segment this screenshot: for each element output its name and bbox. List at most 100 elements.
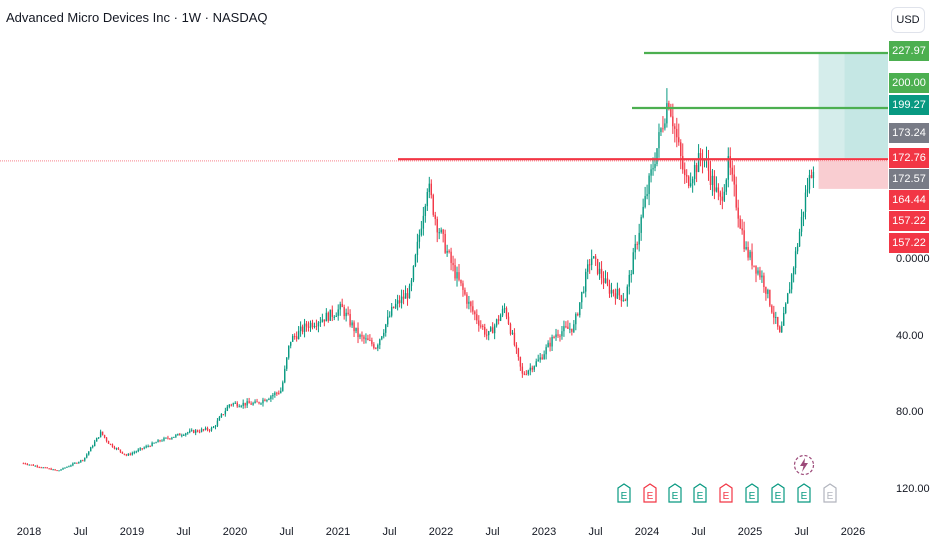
candle bbox=[383, 329, 385, 339]
candle bbox=[575, 312, 577, 331]
candle bbox=[541, 354, 543, 360]
earnings-icon[interactable]: E bbox=[643, 483, 657, 503]
svg-text:E: E bbox=[827, 491, 834, 502]
y-tick-label: 0.0000 bbox=[896, 252, 930, 265]
candle bbox=[731, 160, 733, 182]
candle bbox=[248, 397, 250, 404]
price-tag: 157.22 bbox=[889, 211, 929, 231]
candle bbox=[109, 443, 112, 446]
candle bbox=[266, 399, 268, 403]
x-tick-label: 2019 bbox=[119, 526, 145, 538]
earnings-icon[interactable]: E bbox=[719, 483, 733, 503]
candle bbox=[743, 221, 745, 253]
candle bbox=[614, 288, 617, 305]
candle bbox=[355, 327, 357, 334]
candle bbox=[656, 148, 658, 167]
candle bbox=[400, 289, 403, 309]
price-tag: 227.97 bbox=[889, 41, 929, 61]
candle bbox=[691, 176, 694, 193]
svg-text:E: E bbox=[723, 491, 730, 502]
candle bbox=[54, 468, 56, 471]
candle bbox=[596, 258, 599, 276]
candle bbox=[42, 467, 44, 469]
earnings-icon[interactable]: E bbox=[823, 483, 837, 503]
candle bbox=[371, 337, 373, 347]
earnings-icon[interactable]: E bbox=[693, 483, 707, 503]
candle bbox=[394, 299, 397, 310]
svg-text:E: E bbox=[647, 491, 654, 502]
candle bbox=[367, 334, 369, 341]
candle bbox=[26, 463, 29, 466]
candle bbox=[321, 313, 324, 323]
candle bbox=[472, 300, 474, 315]
candle bbox=[602, 271, 605, 290]
candle bbox=[422, 206, 425, 236]
candle bbox=[62, 467, 64, 470]
candle bbox=[147, 444, 149, 448]
candle bbox=[660, 127, 662, 136]
x-tick-label: Jul bbox=[485, 526, 500, 538]
candle bbox=[139, 447, 141, 451]
candle bbox=[171, 436, 173, 440]
candle bbox=[406, 288, 409, 306]
candle bbox=[705, 146, 708, 168]
candle bbox=[790, 273, 793, 294]
candle bbox=[640, 214, 642, 241]
candle bbox=[763, 272, 765, 293]
candle bbox=[284, 365, 286, 384]
candle bbox=[499, 313, 502, 322]
candle bbox=[396, 294, 399, 311]
candle bbox=[131, 451, 133, 456]
candle bbox=[222, 414, 225, 416]
candle bbox=[309, 320, 312, 332]
candle bbox=[482, 324, 484, 330]
candle bbox=[466, 292, 468, 309]
candle bbox=[387, 310, 389, 328]
earnings-icon[interactable]: E bbox=[668, 483, 682, 503]
candle bbox=[74, 462, 76, 464]
candle bbox=[450, 247, 452, 271]
svg-text:E: E bbox=[801, 491, 808, 502]
candle bbox=[234, 401, 236, 404]
candle bbox=[125, 453, 128, 457]
earnings-icon[interactable]: E bbox=[797, 483, 811, 503]
candle bbox=[167, 435, 169, 440]
candle bbox=[165, 437, 167, 439]
candle bbox=[210, 426, 213, 432]
candle bbox=[523, 371, 526, 376]
x-tick-label: 2023 bbox=[531, 526, 557, 538]
x-tick-label: 2020 bbox=[222, 526, 248, 538]
candle bbox=[588, 258, 591, 274]
candle bbox=[581, 291, 583, 309]
earnings-icon[interactable]: E bbox=[771, 483, 785, 503]
candle bbox=[583, 286, 585, 294]
candle bbox=[747, 241, 749, 261]
candle bbox=[476, 309, 478, 325]
candle bbox=[418, 229, 421, 249]
candle bbox=[389, 311, 391, 318]
price-tag: 200.00 bbox=[889, 73, 929, 93]
earnings-icon[interactable]: E bbox=[745, 483, 759, 503]
candle bbox=[44, 466, 46, 469]
candle bbox=[353, 320, 355, 338]
lightning-icon[interactable] bbox=[793, 454, 815, 476]
candle bbox=[252, 401, 254, 406]
candle bbox=[119, 449, 122, 454]
candle bbox=[46, 467, 48, 469]
candle bbox=[101, 431, 104, 436]
currency-button[interactable]: USD bbox=[891, 7, 925, 33]
candle bbox=[408, 283, 411, 299]
candle bbox=[470, 300, 472, 313]
candle bbox=[626, 284, 628, 307]
candle bbox=[808, 169, 811, 194]
candle bbox=[650, 164, 652, 183]
candle bbox=[587, 259, 589, 280]
candle bbox=[95, 437, 98, 442]
chart-title: Advanced Micro Devices Inc · 1W · NASDAQ bbox=[6, 10, 268, 25]
candle bbox=[713, 170, 716, 200]
candle bbox=[620, 294, 623, 307]
candle bbox=[638, 223, 640, 252]
earnings-icon[interactable]: E bbox=[617, 483, 631, 503]
candle bbox=[179, 432, 181, 436]
